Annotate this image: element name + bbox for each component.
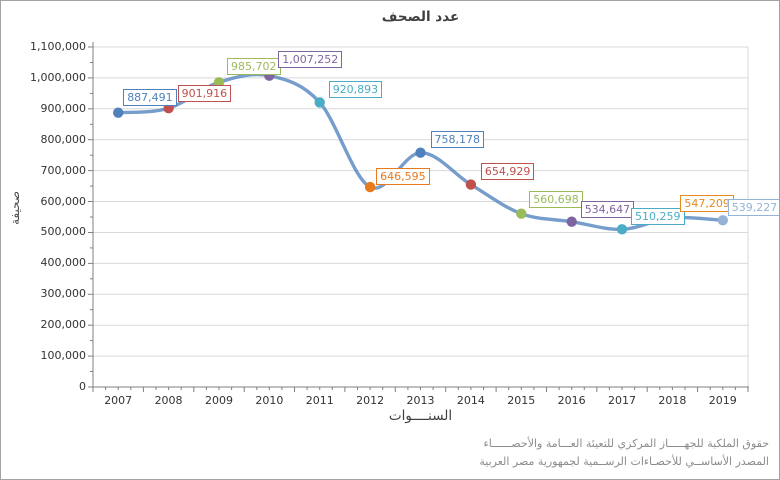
y-tick-label: 500,000 [40, 225, 87, 239]
y-tick-label: 800,000 [40, 132, 87, 146]
data-point-label: 920,893 [328, 81, 383, 99]
footer-copyright-line: حقوق الملكية للجهـــــاز المركزي للتعيئة… [483, 437, 769, 450]
data-point-label: 560,698 [529, 190, 583, 208]
x-tick-label: 2012 [356, 394, 385, 407]
y-tick-label: 1,100,000 [30, 40, 86, 53]
data-point-marker [465, 179, 477, 190]
data-point-label: 646,595 [376, 168, 430, 186]
x-tick-label: 2009 [204, 394, 233, 407]
data-point-label: 1,007,252 [278, 50, 343, 68]
data-point-label: 547,209 [680, 194, 734, 212]
x-tick-label: 2015 [507, 394, 536, 407]
data-point-marker [213, 77, 225, 88]
chart-title: عدد الصحف [381, 9, 460, 25]
data-point-label: 887,491 [123, 88, 177, 106]
x-tick-label: 2016 [557, 394, 586, 407]
x-tick-label: 2007 [104, 394, 133, 407]
y-tick-label: 0 [79, 380, 86, 393]
data-point-label: 510,259 [631, 208, 685, 226]
x-tick-label: 2013 [406, 394, 435, 407]
y-tick-label: 200,000 [40, 318, 87, 332]
y-tick-label: 1,000,000 [30, 70, 86, 84]
footer-source-line: المصدر الأساســي للأحصـاءات الرســمية لج… [479, 454, 769, 468]
data-point-marker [516, 208, 527, 219]
data-point-label: 534,647 [580, 200, 635, 218]
data-point-label: 654,929 [480, 162, 535, 180]
y-tick-label: 100,000 [40, 349, 87, 363]
x-tick-label: 2018 [658, 394, 687, 407]
x-tick-label: 2014 [456, 394, 485, 407]
x-tick-label: 2017 [608, 394, 637, 407]
data-point-marker [717, 215, 728, 226]
y-tick-label: 300,000 [40, 287, 87, 301]
x-tick-label: 2019 [708, 394, 737, 407]
data-point-label: 985,702 [227, 58, 281, 76]
y-tick-label: 400,000 [40, 256, 87, 270]
data-point-marker [616, 224, 628, 235]
x-axis-title: السنــــوات [388, 408, 453, 424]
y-tick-label: 900,000 [40, 101, 87, 115]
data-point-label: 901,916 [177, 85, 232, 103]
data-point-label: 758,178 [430, 130, 484, 148]
x-tick-label: 2008 [154, 394, 183, 407]
data-point-marker [113, 107, 124, 118]
data-point-label: 539,227 [727, 199, 779, 217]
x-tick-label: 2011 [305, 394, 334, 407]
chart-footer: حقوق الملكية للجهـــــاز المركزي للتعيئة… [349, 435, 769, 470]
data-point-marker [364, 181, 376, 193]
y-tick-label: 600,000 [40, 194, 87, 208]
data-point-marker [566, 216, 577, 227]
x-tick-label: 2010 [255, 394, 284, 407]
y-tick-label: 700,000 [40, 163, 87, 177]
data-point-marker [415, 147, 426, 158]
data-point-marker [314, 97, 325, 108]
